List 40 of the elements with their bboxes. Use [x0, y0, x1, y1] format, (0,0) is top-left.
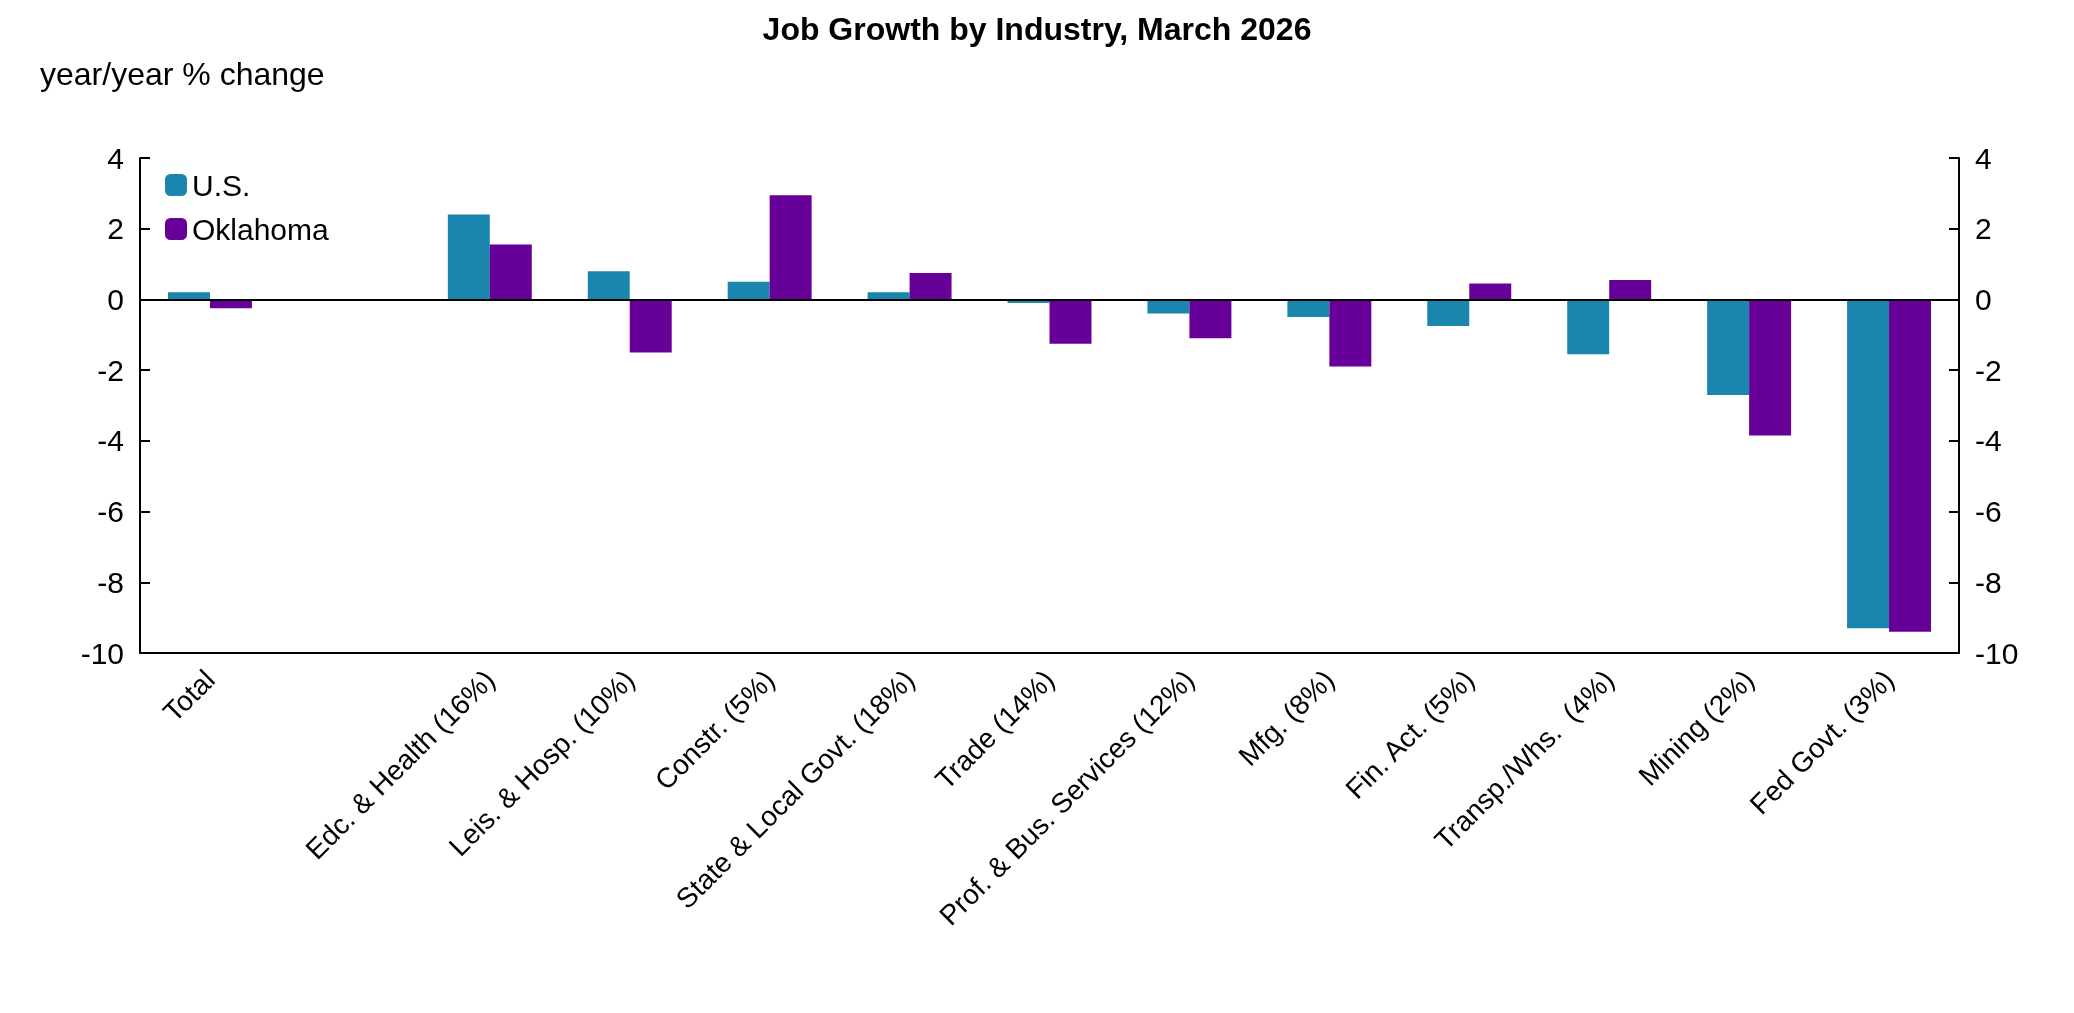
bar	[1847, 299, 1890, 629]
legend-label: Oklahoma	[192, 212, 330, 246]
bar	[489, 244, 532, 300]
bar	[1469, 283, 1512, 300]
y2-tick-label: -6	[1975, 495, 2002, 529]
bar	[1189, 299, 1232, 339]
y2-tick-label: -10	[1975, 636, 2019, 670]
y-tick-label: 2	[107, 212, 124, 246]
bar	[769, 195, 812, 300]
bar	[1609, 279, 1652, 300]
bar	[727, 281, 770, 300]
legend-label: U.S.	[192, 168, 251, 202]
y2-tick-label: 4	[1975, 141, 1992, 175]
bar	[587, 271, 630, 300]
y-tick-label: -4	[97, 424, 124, 458]
y-tick-label: 0	[107, 282, 124, 316]
bar	[1049, 299, 1092, 344]
bar	[167, 292, 210, 300]
y2-tick-label: -2	[1975, 353, 2002, 387]
bar	[867, 292, 910, 300]
bar	[629, 299, 672, 353]
bar	[1329, 299, 1372, 367]
y2-tick-label: -4	[1975, 424, 2002, 458]
y2-tick-label: -8	[1975, 565, 2002, 599]
bar	[1567, 299, 1610, 355]
y-tick-label: -10	[80, 636, 124, 670]
y-tick-label: -6	[97, 495, 124, 529]
bar	[447, 214, 490, 300]
bar	[1427, 299, 1470, 326]
bar	[1707, 299, 1750, 395]
bar	[1749, 299, 1792, 436]
y2-tick-label: 2	[1975, 212, 1992, 246]
bar	[909, 272, 952, 300]
bar	[1889, 299, 1932, 632]
y-tick-label: -8	[97, 565, 124, 599]
y-axis-title: year/year % change	[40, 56, 325, 92]
y2-tick-label: 0	[1975, 282, 1992, 316]
y-tick-label: 4	[107, 141, 124, 175]
chart-title: Job Growth by Industry, March 2026	[762, 11, 1312, 47]
y-tick-label: -2	[97, 353, 124, 387]
